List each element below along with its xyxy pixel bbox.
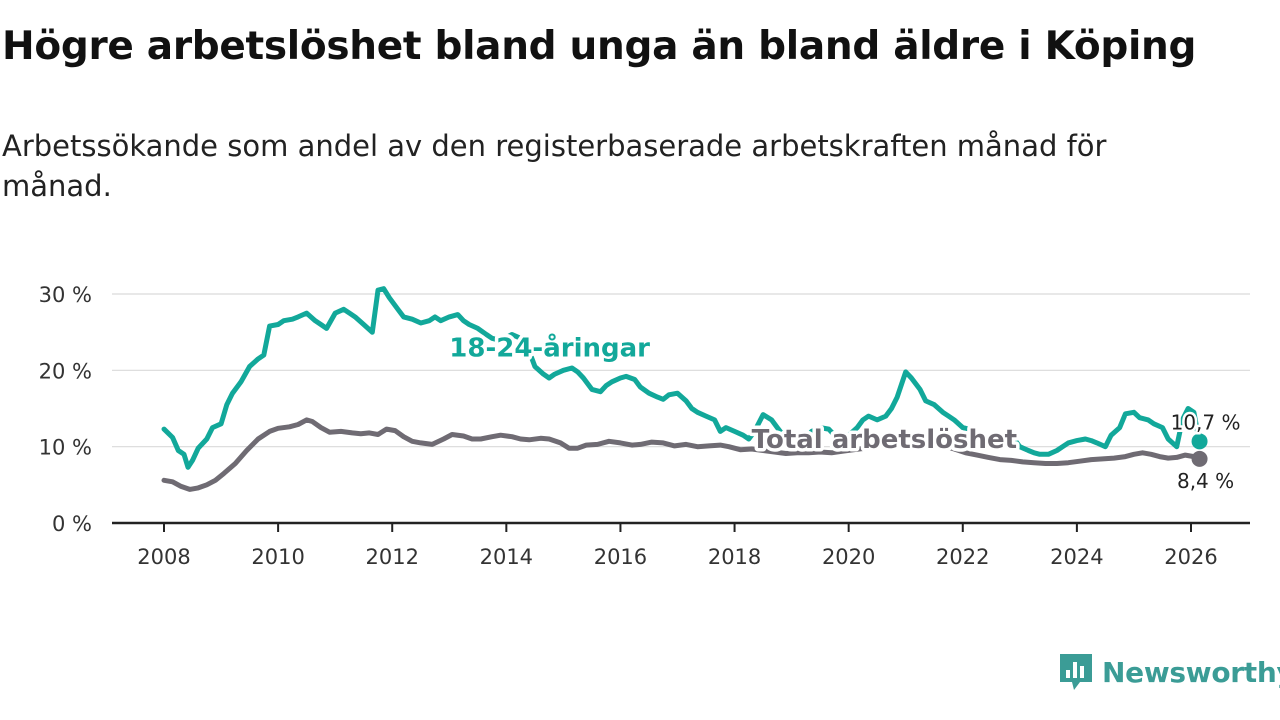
x-tick-label: 2012 [365, 545, 418, 569]
chart-subtitle: Arbetssökande som andel av den registerb… [2, 129, 1107, 203]
series-line-total [161, 417, 1203, 492]
x-tick-label: 2022 [936, 545, 989, 569]
x-tick-label: 2020 [822, 545, 875, 569]
end-value-label: 8,4 % [1177, 469, 1234, 493]
x-tick-label: 2018 [708, 545, 761, 569]
y-tick-label: 0 % [52, 512, 92, 536]
grid-lines [112, 293, 1250, 448]
x-tick-label: 2026 [1164, 545, 1217, 569]
x-tick-label: 2010 [251, 545, 304, 569]
x-tick-label: 2014 [480, 545, 533, 569]
y-tick-label: 20 % [39, 359, 92, 383]
chart-title: Högre arbetslöshet bland unga än bland ä… [2, 24, 1197, 69]
series-group [161, 286, 1208, 492]
newsworthy-logo-text: Newsworthy [1102, 655, 1280, 689]
series-label: 18-24-åringar [449, 332, 650, 364]
newsworthy-logo: Newsworthy [1058, 652, 1280, 692]
x-tick-label: 2016 [594, 545, 647, 569]
series-label: Total arbetslöshet [752, 425, 1017, 455]
end-point-marker [1191, 450, 1208, 467]
y-tick-label: 30 % [39, 283, 92, 307]
x-tick-label: 2008 [137, 545, 190, 569]
end-point-marker [1191, 433, 1208, 450]
series-line-youth [161, 286, 1203, 470]
axes: 0 % 10 % 20 % 30 % 2008 2010 2012 2014 2016 2018 2… [39, 283, 1250, 569]
newsworthy-logo-icon [1060, 654, 1092, 690]
labels-group: 18-24-åringar 10,7 % Total arbetslöshet 8,4… [446, 328, 1243, 495]
end-value-label: 10,7 % [1171, 410, 1241, 434]
x-tick-label: 2024 [1050, 545, 1103, 569]
y-tick-label: 10 % [39, 436, 92, 460]
